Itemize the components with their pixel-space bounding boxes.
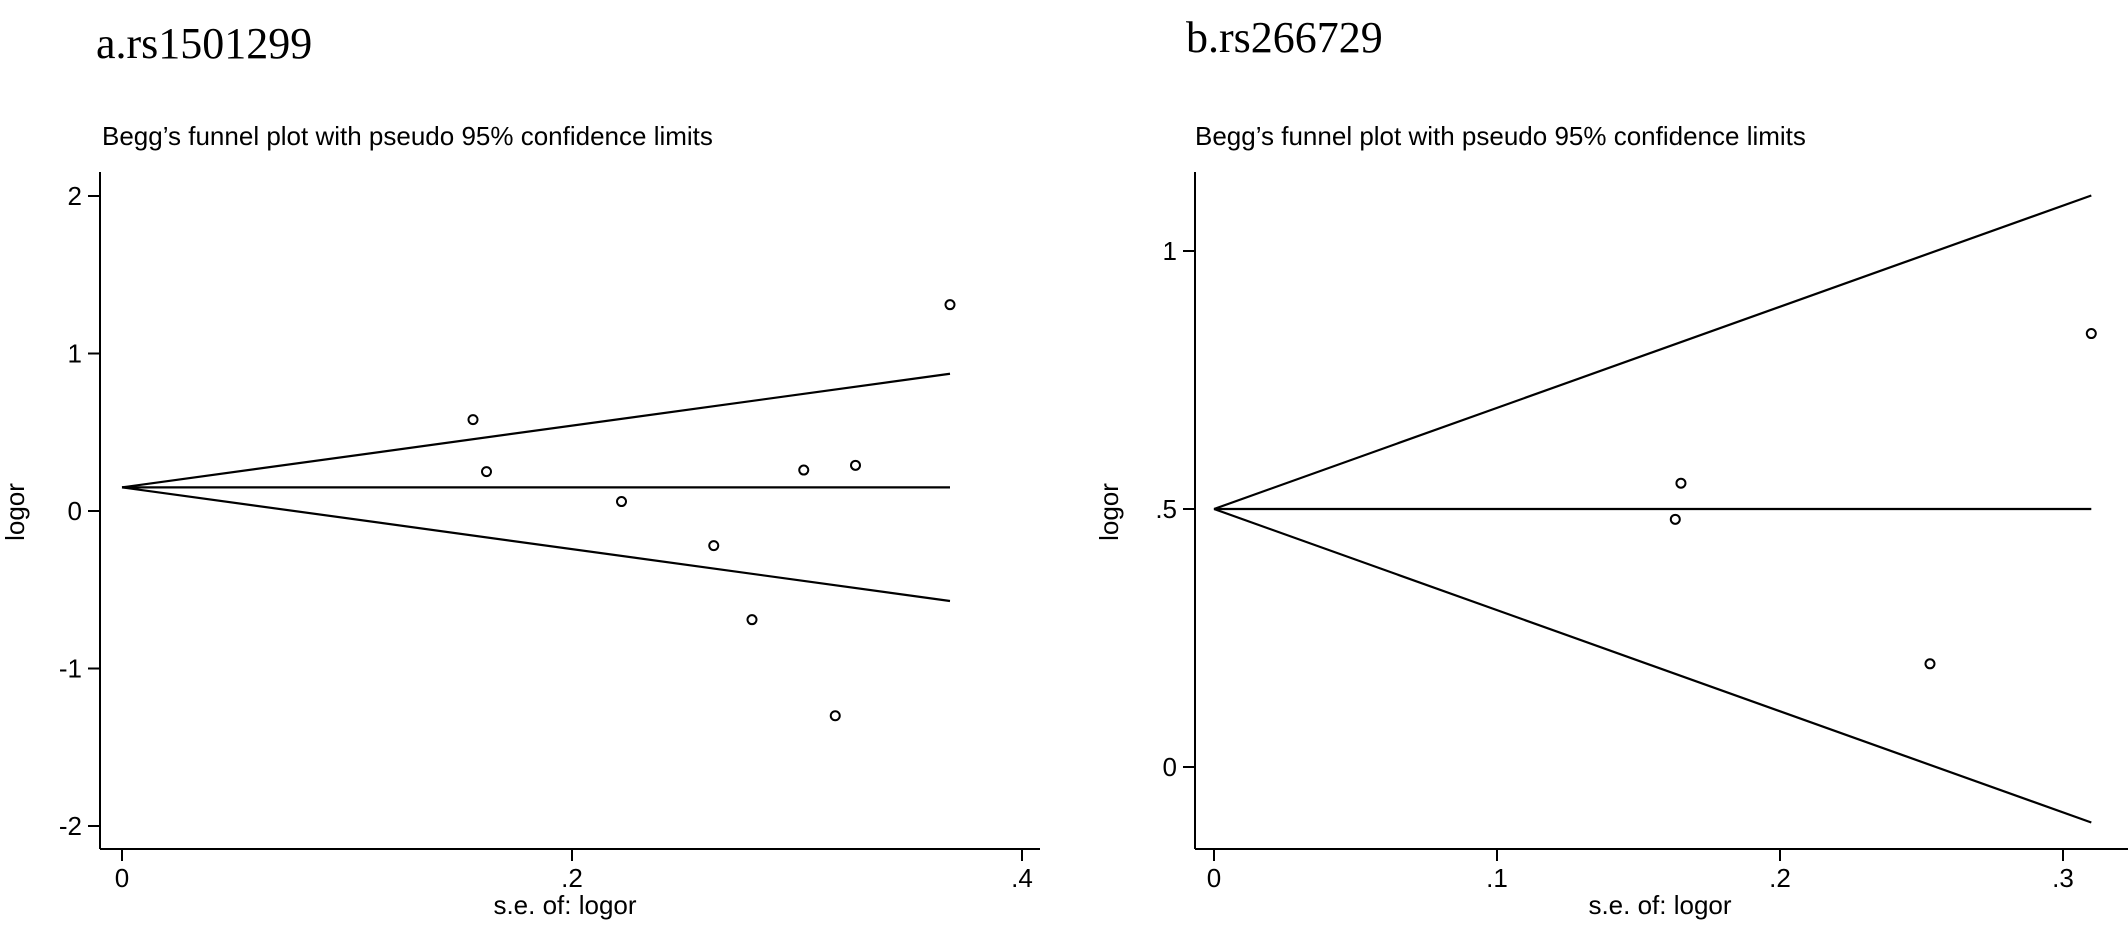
chart-a-title: Begg’s funnel plot with pseudo 95% confi… (102, 121, 713, 151)
chart-a-study-point (850, 459, 861, 471)
chart-a-study-point (944, 299, 956, 311)
panel-label-a: a.rs1501299 (96, 19, 313, 68)
chart-b-study-point (1924, 658, 1936, 670)
chart-a-study-point (708, 540, 720, 552)
chart-a-study-point (798, 464, 810, 476)
chart-b-study-point (1675, 477, 1687, 489)
chart-a-study-point (481, 466, 492, 478)
chart-a-y-tick-label: -1 (59, 654, 82, 684)
chart-b-y-tick-label: .5 (1155, 494, 1177, 524)
chart-b-x-tick-label: .2 (1769, 863, 1791, 893)
chart-a-xlabel: s.e. of: logor (493, 890, 636, 920)
chart-a-ylabel: logor (0, 483, 30, 541)
chart-b-title: Begg’s funnel plot with pseudo 95% confi… (1195, 121, 1806, 151)
chart-a-x-tick-label: 0 (115, 863, 129, 893)
chart-b-x-tick-label: .1 (1486, 863, 1508, 893)
chart-a-y-tick-label: -2 (59, 811, 82, 841)
chart-a-x-tick-label: .2 (561, 863, 583, 893)
chart-b-x-tick-label: 0 (1207, 863, 1221, 893)
chart-a-upper-confidence-limit (121, 372, 951, 489)
chart-b-xlabel: s.e. of: logor (1588, 890, 1731, 920)
chart-a-study-point (467, 414, 479, 426)
chart-b-study-point (1669, 513, 1681, 525)
chart-a-study-point (829, 710, 841, 722)
chart-a-lower-confidence-limit (121, 486, 951, 603)
chart-a-study-point (616, 496, 627, 508)
chart-a-y-tick-label: 2 (68, 181, 82, 211)
chart-b-y-tick-label: 0 (1163, 752, 1177, 782)
chart-a-y-tick-label: 1 (68, 339, 82, 369)
chart-b-x-tick-label: .3 (2052, 863, 2074, 893)
chart-a-study-point (746, 614, 758, 626)
chart-b-study-point (2085, 328, 2097, 340)
chart-a-x-tick-label: .4 (1011, 863, 1033, 893)
chart-b-upper-confidence-limit (1213, 194, 2092, 511)
chart-a-y-tick-label: 0 (68, 496, 82, 526)
chart-b-y-tick-label: 1 (1163, 236, 1177, 266)
panel-label-b: b.rs266729 (1186, 13, 1383, 62)
chart-b-ylabel: logor (1094, 483, 1124, 541)
chart-b-lower-confidence-limit (1213, 507, 2092, 824)
